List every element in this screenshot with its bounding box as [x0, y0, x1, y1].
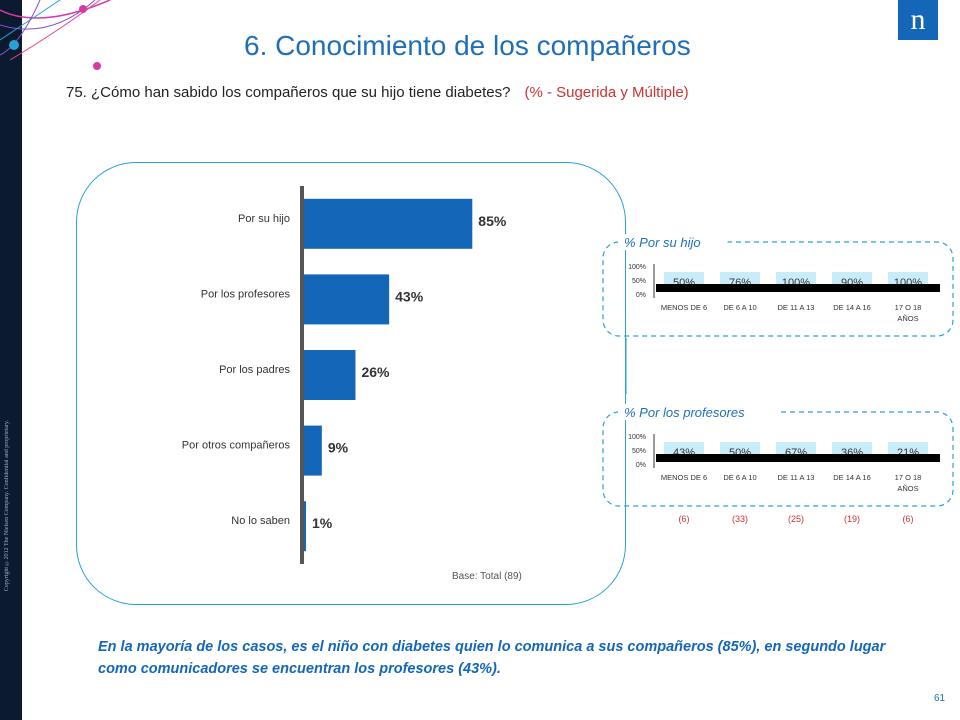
category-label: Por los padres — [219, 364, 290, 376]
value-label: 85% — [478, 213, 507, 229]
category-label: Por su hijo — [238, 213, 290, 225]
mini-category-label: DE 14 A 16 — [833, 473, 871, 482]
base-count: (6) — [903, 514, 914, 524]
value-label: 26% — [361, 364, 390, 380]
y-tick-label: 0% — [636, 462, 646, 469]
mini-chart-title: % Por su hijo — [624, 235, 701, 250]
y-tick-label: 100% — [628, 434, 646, 441]
category-label: Por los profesores — [201, 288, 291, 300]
main-axis — [300, 186, 304, 564]
bar — [304, 350, 356, 400]
mini-category-label: MENOS DE 6 — [661, 473, 707, 482]
decorative-lines — [0, 0, 111, 70]
mini-category-label: 17 O 18 — [895, 473, 922, 482]
nielsen-logo: n — [898, 0, 938, 40]
panel-frame — [602, 411, 954, 507]
mini-category-label: AÑOS — [897, 484, 918, 493]
mini-category-label: AÑOS — [897, 314, 918, 323]
left-strip — [0, 0, 22, 720]
mini-category-label: DE 11 A 13 — [778, 473, 815, 482]
question-text: 75. ¿Cómo han sabido los compañeros que … — [66, 84, 511, 101]
category-label: No lo saben — [231, 515, 290, 527]
question-note: (% - Sugerida y Múltiple) — [524, 84, 689, 101]
mini-category-label: DE 11 A 13 — [778, 303, 815, 312]
value-label: 9% — [328, 440, 349, 456]
base-count: (19) — [844, 514, 860, 524]
mini-category-label: 17 O 18 — [895, 303, 922, 312]
base-count: (6) — [679, 514, 690, 524]
value-label: 1% — [312, 515, 333, 531]
y-tick-label: 50% — [632, 278, 646, 285]
base-count: (33) — [732, 514, 748, 524]
title-backdrop — [618, 234, 728, 250]
baseline-bar — [656, 284, 940, 292]
y-tick-label: 0% — [636, 292, 646, 299]
bar — [304, 425, 322, 476]
title-backdrop — [618, 404, 778, 420]
mini-category-label: DE 6 A 10 — [723, 303, 756, 312]
y-tick-label: 50% — [632, 448, 646, 455]
y-tick-label: 100% — [628, 264, 646, 271]
question: 75. ¿Cómo han sabido los compañeros que … — [66, 84, 689, 101]
page-title: 6. Conocimiento de los compañeros — [244, 30, 691, 61]
bar — [304, 274, 390, 325]
category-label: Por otros compañeros — [182, 440, 291, 452]
conclusion-text: En la mayoría de los casos, es el niño c… — [98, 639, 886, 677]
panel-frame — [602, 241, 954, 337]
base-count: (25) — [788, 514, 804, 524]
copyright: Copyright ©2012 The Nielsen Company. Con… — [4, 420, 10, 592]
base-note: Base: Total (89) — [452, 571, 522, 582]
mini-chart-title: % Por los profesores — [624, 405, 745, 420]
main-bar-chart: Por su hijo 85% Por los profesores 43% Por l… — [182, 186, 507, 564]
bar — [304, 198, 473, 249]
mini-category-label: DE 14 A 16 — [833, 303, 871, 312]
baseline-bar — [656, 454, 940, 462]
value-label: 43% — [395, 288, 424, 304]
bar — [304, 501, 306, 552]
mini-category-label: MENOS DE 6 — [661, 303, 707, 312]
page-number: 61 — [934, 693, 946, 704]
mini-category-label: DE 6 A 10 — [723, 473, 756, 482]
